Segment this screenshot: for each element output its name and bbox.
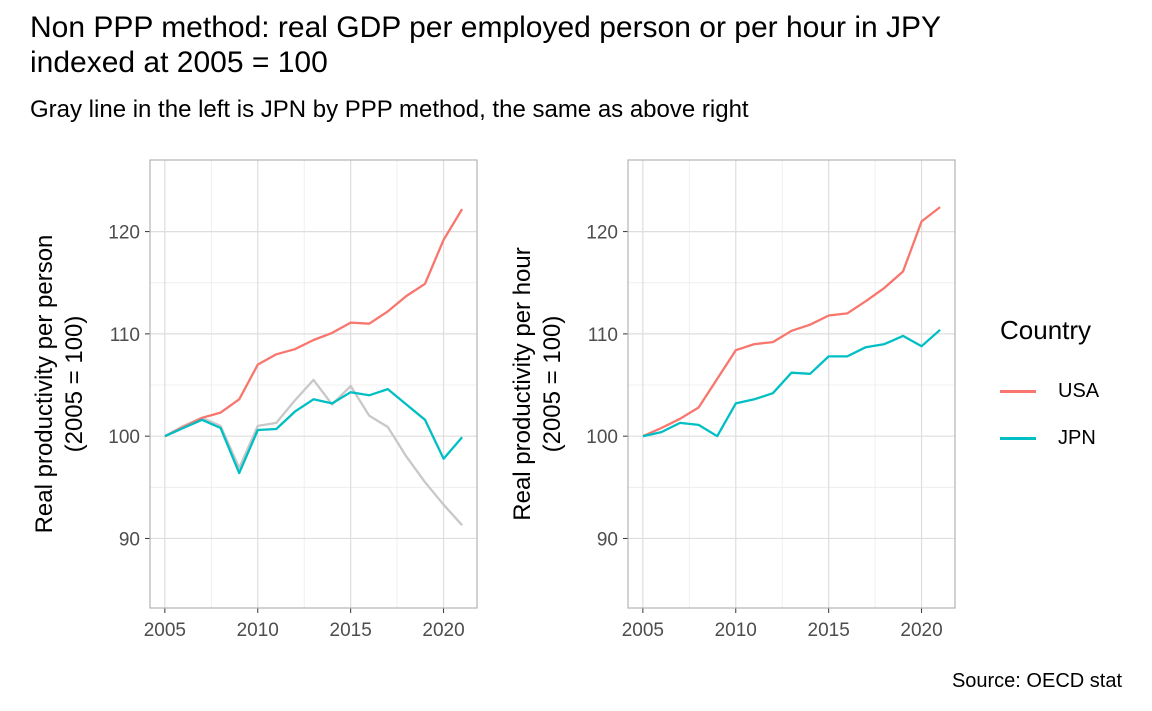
panel1-xtick-label: 2015 <box>330 620 372 641</box>
panel2-y-axis-label: Real productivity per hour (2005 = 100) <box>509 247 566 520</box>
panel1-ytick-label: 100 <box>108 427 140 448</box>
panel2-xtick-label: 2005 <box>622 620 664 641</box>
panel1-xtick-label: 2010 <box>237 620 279 641</box>
panel2-xtick-label: 2020 <box>900 620 942 641</box>
panel1-ytick-label: 90 <box>119 529 140 550</box>
legend-title: Country <box>1000 315 1092 345</box>
legend-label-jpn: JPN <box>1058 427 1096 449</box>
panel1-border <box>149 159 478 609</box>
source-caption: Source: OECD stat <box>951 670 1122 692</box>
panel2-ytick-label: 90 <box>597 529 618 550</box>
legend-item-jpn: JPN <box>1000 415 1099 462</box>
panel1-y-axis-label: Real productivity per person (2005 = 100) <box>31 235 88 534</box>
panel1-series-jpn <box>164 387 463 475</box>
legend-key-usa <box>1000 390 1036 393</box>
legend-label-usa: USA <box>1058 380 1100 402</box>
chart-subtitle: Gray line in the left is JPN by PPP meth… <box>30 96 749 123</box>
legend: Country USA JPN <box>1000 315 1099 462</box>
panel2-xtick-label: 2010 <box>715 620 757 641</box>
legend-key-jpn <box>1000 437 1036 440</box>
panel1-series-usa <box>164 208 464 438</box>
panel1-xtick-label: 2005 <box>144 620 186 641</box>
panel1-xtick-label: 2020 <box>422 620 464 641</box>
panel1-ytick-label: 110 <box>110 325 140 346</box>
panel2-ytick-label: 110 <box>588 325 618 346</box>
chart-title: Non PPP method: real GDP per employed pe… <box>30 11 942 79</box>
panel2-ytick-label: 100 <box>586 427 618 448</box>
panel2-series-jpn <box>642 328 941 438</box>
panel2-ytick-label: 120 <box>586 223 618 244</box>
panel2-series-usa <box>642 206 941 438</box>
panel1-ytick-label: 120 <box>108 223 140 244</box>
panel1-series-jpn-ppp-reference <box>164 378 463 526</box>
panel2-border <box>627 159 956 609</box>
legend-item-usa: USA <box>1000 368 1099 415</box>
panel2-xtick-label: 2015 <box>808 620 850 641</box>
